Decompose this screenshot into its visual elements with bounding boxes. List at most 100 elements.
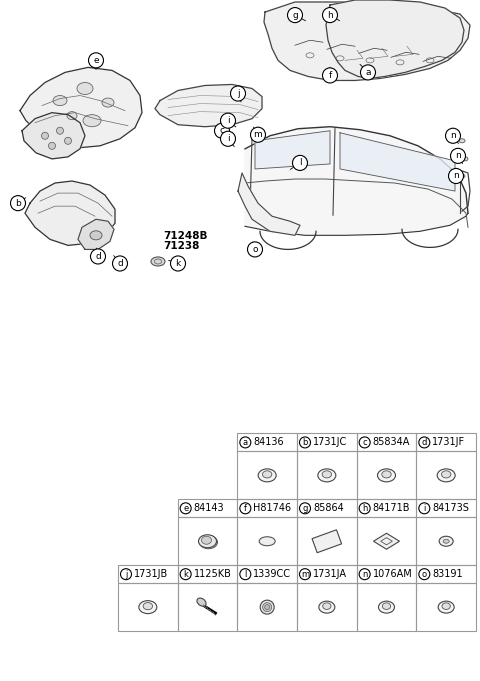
Circle shape — [292, 155, 308, 170]
Polygon shape — [245, 127, 468, 236]
Ellipse shape — [77, 82, 93, 95]
Text: e: e — [93, 56, 99, 65]
Bar — [416, 452, 476, 499]
Text: e: e — [183, 504, 188, 513]
Ellipse shape — [322, 471, 332, 478]
Polygon shape — [20, 67, 142, 148]
Ellipse shape — [319, 601, 335, 613]
Ellipse shape — [259, 537, 275, 545]
Text: 85864: 85864 — [313, 503, 344, 513]
Text: 85834A: 85834A — [372, 437, 410, 447]
Bar — [237, 583, 297, 631]
Ellipse shape — [258, 469, 276, 482]
Text: 84171B: 84171B — [372, 503, 410, 513]
Polygon shape — [25, 181, 115, 245]
Text: h: h — [362, 504, 367, 513]
Ellipse shape — [377, 469, 396, 482]
Text: g: g — [302, 504, 308, 513]
Bar — [297, 583, 357, 631]
Text: a: a — [243, 438, 248, 447]
Ellipse shape — [318, 469, 336, 482]
Text: b: b — [302, 438, 308, 447]
Ellipse shape — [459, 174, 465, 178]
Ellipse shape — [382, 471, 391, 478]
Polygon shape — [238, 173, 300, 236]
Circle shape — [48, 142, 56, 149]
Bar — [297, 452, 357, 499]
Bar — [178, 583, 237, 631]
Circle shape — [323, 68, 337, 83]
Bar — [357, 565, 416, 583]
Circle shape — [170, 256, 185, 271]
Text: a: a — [365, 68, 371, 77]
Text: 1731JF: 1731JF — [432, 437, 466, 447]
Bar — [237, 452, 297, 499]
Ellipse shape — [439, 536, 453, 546]
Bar — [118, 583, 178, 631]
Text: n: n — [453, 172, 459, 180]
Text: 71248B: 71248B — [163, 232, 207, 241]
Ellipse shape — [437, 469, 455, 482]
Circle shape — [251, 127, 265, 142]
Text: 84136: 84136 — [253, 437, 284, 447]
Circle shape — [360, 65, 375, 80]
Ellipse shape — [383, 603, 391, 609]
Ellipse shape — [151, 257, 165, 266]
Ellipse shape — [438, 601, 454, 613]
Polygon shape — [264, 2, 470, 80]
Text: 1076AM: 1076AM — [372, 569, 412, 579]
Bar — [357, 518, 416, 565]
Bar — [357, 499, 416, 518]
Text: h: h — [327, 11, 333, 20]
Text: i: i — [423, 504, 426, 513]
Text: o: o — [252, 245, 258, 254]
Text: g: g — [292, 11, 298, 20]
Text: 84143: 84143 — [193, 503, 224, 513]
Circle shape — [41, 132, 48, 140]
Text: d: d — [117, 259, 123, 268]
Text: 1731JB: 1731JB — [134, 569, 168, 579]
Circle shape — [451, 148, 466, 163]
Text: j: j — [125, 570, 127, 579]
Circle shape — [445, 128, 460, 143]
Ellipse shape — [442, 603, 450, 609]
Text: m: m — [301, 570, 309, 579]
Bar — [178, 565, 237, 583]
Text: k: k — [175, 259, 180, 268]
Polygon shape — [326, 0, 464, 78]
Bar — [178, 518, 237, 565]
Circle shape — [11, 195, 25, 210]
Ellipse shape — [459, 139, 465, 143]
Ellipse shape — [379, 601, 395, 613]
Bar — [416, 518, 476, 565]
Circle shape — [230, 86, 245, 101]
Circle shape — [88, 53, 104, 68]
Ellipse shape — [323, 603, 331, 609]
Text: 1125KB: 1125KB — [193, 569, 231, 579]
Text: i: i — [227, 134, 229, 143]
Bar — [237, 433, 297, 452]
Text: 84173S: 84173S — [432, 503, 469, 513]
Text: i: i — [227, 116, 229, 125]
Circle shape — [91, 249, 106, 264]
Ellipse shape — [197, 598, 206, 606]
Polygon shape — [255, 131, 330, 169]
Text: d: d — [95, 252, 101, 261]
Text: 83191: 83191 — [432, 569, 463, 579]
Ellipse shape — [83, 114, 101, 127]
Text: 1731JA: 1731JA — [313, 569, 347, 579]
Text: f: f — [244, 504, 247, 513]
Ellipse shape — [199, 535, 216, 548]
Circle shape — [323, 7, 337, 22]
Bar — [416, 433, 476, 452]
Polygon shape — [312, 530, 342, 553]
Polygon shape — [22, 112, 85, 159]
Text: 1731JC: 1731JC — [313, 437, 347, 447]
Ellipse shape — [202, 536, 212, 544]
Circle shape — [220, 131, 236, 146]
Circle shape — [64, 138, 72, 144]
Text: H81746: H81746 — [253, 503, 291, 513]
Text: n: n — [450, 131, 456, 140]
Ellipse shape — [263, 603, 272, 612]
Bar — [118, 565, 178, 583]
